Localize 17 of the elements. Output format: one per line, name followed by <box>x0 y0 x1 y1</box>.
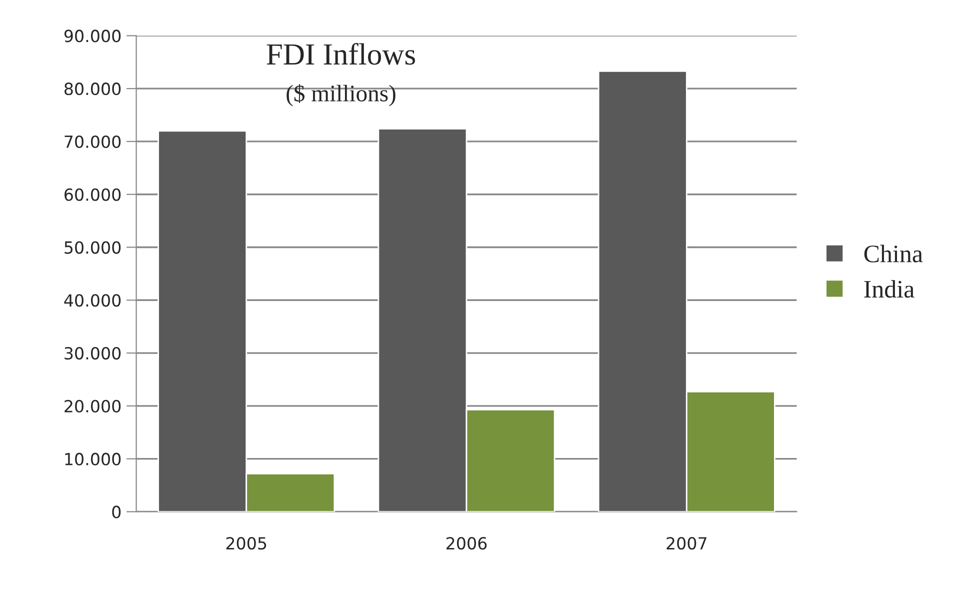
y-tick-label: 80.000 <box>64 82 121 96</box>
y-tick-label: 70.000 <box>64 135 121 148</box>
x-tick-label: 2005 <box>226 536 266 550</box>
y-tick-label: 20.000 <box>64 400 121 412</box>
text: ($ millions) <box>286 84 396 106</box>
legend-label: India <box>864 280 914 298</box>
y-tick-label: 10.000 <box>65 452 121 466</box>
chart-title: FDI Inflows <box>266 42 416 65</box>
y-tick-label: 60.000 <box>64 188 121 201</box>
y-tick-label: 30.000 <box>64 346 121 360</box>
y-tick-label: 50.000 <box>64 241 121 254</box>
y-tick-label: 40.000 <box>64 294 121 307</box>
y-tick-label: 0 <box>112 506 121 518</box>
y-tick-label: 90.000 <box>64 30 121 42</box>
x-tick-label: 2007 <box>666 536 706 550</box>
legend-label: China <box>864 244 923 262</box>
x-tick-label: 2006 <box>446 536 487 550</box>
